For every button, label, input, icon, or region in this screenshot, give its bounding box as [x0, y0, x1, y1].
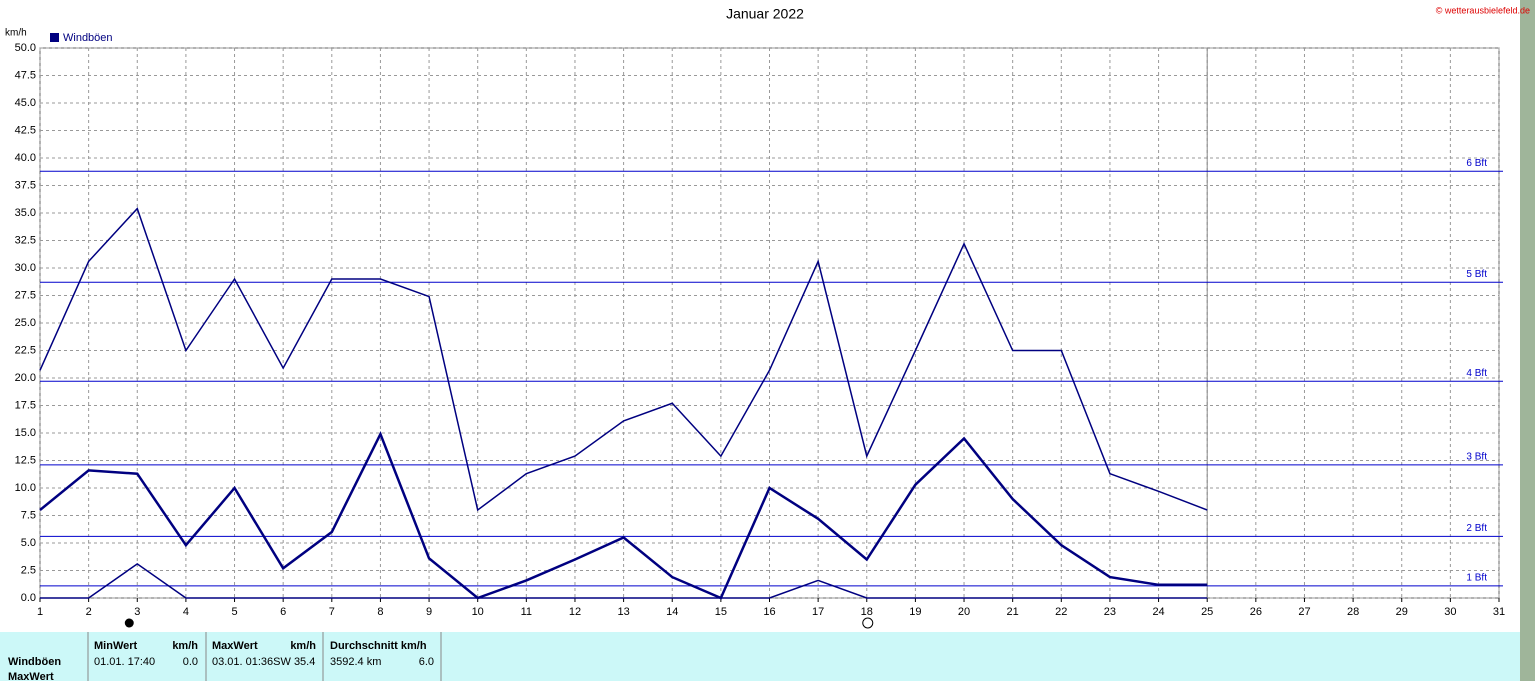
table-header: Durchschnitt km/h — [330, 640, 427, 652]
table-cell: 6.0 — [419, 656, 434, 668]
x-tick-label: 27 — [1298, 606, 1310, 618]
x-tick-label: 6 — [280, 606, 286, 618]
beaufort-label: 3 Bft — [1466, 452, 1487, 463]
beaufort-label: 1 Bft — [1466, 573, 1487, 584]
beaufort-label: 5 Bft — [1466, 269, 1487, 280]
y-tick-label: 50.0 — [15, 42, 36, 54]
table-cell: 01.01. 17:40 — [94, 656, 155, 668]
x-tick-label: 18 — [861, 606, 873, 618]
y-tick-label: 22.5 — [15, 344, 36, 356]
x-tick-label: 11 — [521, 606, 532, 618]
y-tick-label: 30.0 — [15, 262, 36, 274]
copyright: © wetterausbielefeld.de — [1436, 5, 1530, 15]
x-tick-label: 23 — [1104, 606, 1116, 618]
table-header: km/h — [290, 640, 316, 652]
x-tick-label: 29 — [1396, 606, 1408, 618]
table-header: km/h — [172, 640, 198, 652]
x-tick-label: 26 — [1250, 606, 1262, 618]
moon-new — [862, 617, 874, 629]
row-label: MaxWert — [8, 671, 54, 681]
y-tick-label: 10.0 — [15, 482, 36, 494]
y-tick-label: 20.0 — [15, 372, 36, 384]
y-tick-label: 42.5 — [15, 124, 36, 136]
table-cell: 3592.4 km — [330, 656, 381, 668]
x-tick-label: 2 — [86, 606, 92, 618]
x-tick-label: 16 — [763, 606, 775, 618]
x-tick-label: 25 — [1201, 606, 1213, 618]
x-tick-label: 5 — [231, 606, 237, 618]
series-line — [39, 207, 1208, 512]
y-tick-label: 12.5 — [15, 454, 36, 466]
x-tick-label: 20 — [958, 606, 970, 618]
y-tick-label: 40.0 — [15, 152, 36, 164]
y-tick-label: 17.5 — [15, 399, 36, 411]
y-tick-label: 5.0 — [21, 537, 36, 549]
series-line — [40, 562, 1208, 599]
x-tick-label: 21 — [1007, 606, 1019, 618]
table-header: MinWert — [94, 640, 138, 652]
y-axis-label: km/h — [5, 28, 27, 39]
x-tick-label: 28 — [1347, 606, 1359, 618]
y-tick-label: 32.5 — [15, 234, 36, 246]
y-tick-label: 35.0 — [15, 207, 36, 219]
table-cell: 0.0 — [183, 656, 198, 668]
legend-label: Windböen — [63, 32, 113, 44]
series-line — [39, 431, 1208, 600]
moon-full — [124, 618, 134, 628]
x-tick-label: 17 — [812, 606, 824, 618]
y-tick-label: 7.5 — [21, 509, 36, 521]
beaufort-label: 2 Bft — [1466, 523, 1487, 534]
y-tick-label: 2.5 — [21, 564, 36, 576]
table-header: MaxWert — [212, 640, 258, 652]
x-tick-label: 13 — [617, 606, 629, 618]
x-tick-label: 8 — [377, 606, 383, 618]
y-tick-label: 0.0 — [21, 592, 36, 604]
y-tick-label: 45.0 — [15, 97, 36, 109]
desktop-strip — [1520, 0, 1535, 681]
x-tick-label: 4 — [183, 606, 189, 618]
x-tick-label: 1 — [37, 606, 43, 618]
chart-title: Januar 2022 — [726, 6, 804, 22]
x-tick-label: 14 — [666, 606, 678, 618]
legend-swatch — [50, 33, 59, 42]
row-label: Windböen — [8, 656, 61, 668]
y-tick-label: 37.5 — [15, 179, 36, 191]
x-tick-label: 10 — [472, 606, 484, 618]
x-tick-label: 15 — [715, 606, 727, 618]
table-bg — [0, 632, 1520, 681]
y-tick-label: 15.0 — [15, 427, 36, 439]
x-tick-label: 24 — [1152, 606, 1164, 618]
x-tick-label: 7 — [329, 606, 335, 618]
y-tick-label: 27.5 — [15, 289, 36, 301]
beaufort-label: 4 Bft — [1466, 368, 1487, 379]
stats-table: MinWert km/h MaxWert km/h Durchschnitt k… — [0, 632, 1520, 681]
beaufort-label: 6 Bft — [1466, 158, 1487, 169]
y-tick-label: 25.0 — [15, 317, 36, 329]
x-tick-label: 3 — [134, 606, 140, 618]
x-tick-label: 30 — [1444, 606, 1456, 618]
x-tick-label: 22 — [1055, 606, 1067, 618]
x-tick-label: 19 — [909, 606, 921, 618]
table-cell: 03.01. 01:36SW 35.4 — [212, 656, 315, 668]
x-tick-label: 31 — [1493, 606, 1505, 618]
x-tick-label: 12 — [569, 606, 581, 618]
y-tick-label: 47.5 — [15, 69, 36, 81]
x-tick-label: 9 — [426, 606, 432, 618]
